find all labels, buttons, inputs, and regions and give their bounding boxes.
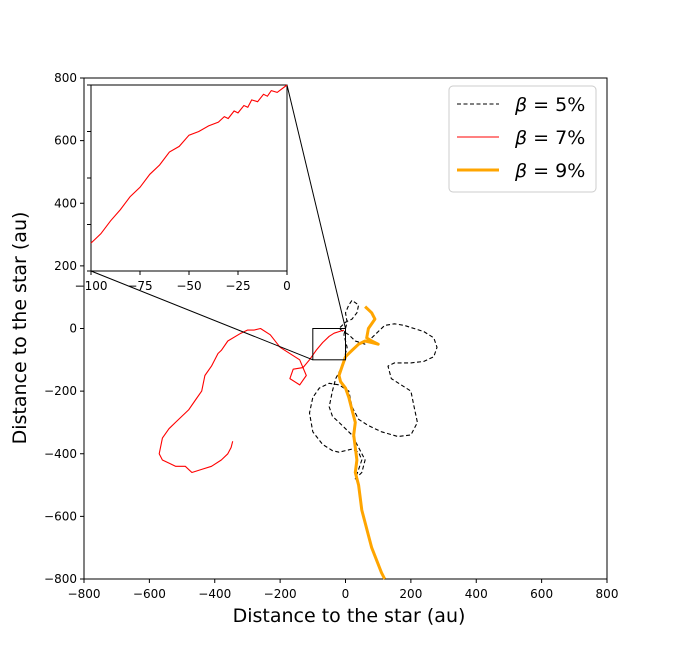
legend-value: = 7%: [527, 127, 585, 149]
legend-label-1: β = 5%: [514, 94, 585, 116]
legend-beta-symbol: β: [514, 160, 527, 182]
x-tick-label: −800: [68, 587, 101, 601]
x-tick-label: −400: [198, 587, 231, 601]
legend-box: [448, 85, 597, 193]
x-axis: −800 −600 −400 −200 0 200 400 600 800: [68, 579, 619, 601]
legend-label-2: β = 7%: [514, 127, 585, 149]
inset-x-tick-label: −25: [225, 279, 250, 293]
legend-beta-symbol: β: [514, 94, 527, 116]
x-tick-label: 800: [596, 587, 619, 601]
inset-zoom-indicator: [90, 84, 346, 361]
x-tick-label: 0: [342, 587, 350, 601]
legend-value: = 9%: [527, 160, 585, 182]
y-tick-label: 600: [54, 134, 77, 148]
legend-beta-symbol: β: [514, 127, 527, 149]
x-tick-label: 200: [399, 587, 422, 601]
y-axis: −800 −600 −400 −200 0 200 400 600 800: [44, 71, 84, 586]
y-tick-label: −800: [44, 572, 77, 586]
zoom-connector-line: [286, 84, 346, 329]
series-line-1: [308, 299, 438, 480]
series-line-3: [337, 305, 387, 580]
inset-x-tick-label: −75: [127, 279, 152, 293]
inset-x-tick-label: 0: [283, 279, 291, 293]
inset-series-line: [90, 84, 288, 244]
inset-frame: [90, 84, 288, 272]
y-tick-label: 200: [54, 259, 77, 273]
series-layer: [158, 299, 438, 580]
legend: β = 5%β = 7%β = 9%: [448, 85, 597, 193]
zoom-connector-line: [90, 270, 313, 361]
x-tick-label: 400: [465, 587, 488, 601]
legend-value: = 5%: [527, 94, 585, 116]
y-tick-label: 800: [54, 71, 77, 85]
y-tick-label: −600: [44, 509, 77, 523]
y-tick-label: −200: [44, 384, 77, 398]
y-axis-label: Distance to the star (au): [9, 212, 31, 445]
y-tick-label: −400: [44, 447, 77, 461]
inset-x-tick-label: −50: [176, 279, 201, 293]
zoom-rectangle: [312, 328, 346, 361]
inset-plot-area: −100 −75 −50 −25 0: [75, 84, 291, 293]
series-line-2: [158, 327, 345, 474]
legend-label-3: β = 9%: [514, 160, 585, 182]
x-axis-label: Distance to the star (au): [233, 605, 466, 627]
y-tick-label: 400: [54, 196, 77, 210]
x-tick-label: −200: [264, 587, 297, 601]
y-tick-label: 0: [69, 322, 77, 336]
x-tick-label: 600: [530, 587, 553, 601]
x-tick-label: −600: [133, 587, 166, 601]
inset-x-tick-label: −100: [75, 279, 108, 293]
